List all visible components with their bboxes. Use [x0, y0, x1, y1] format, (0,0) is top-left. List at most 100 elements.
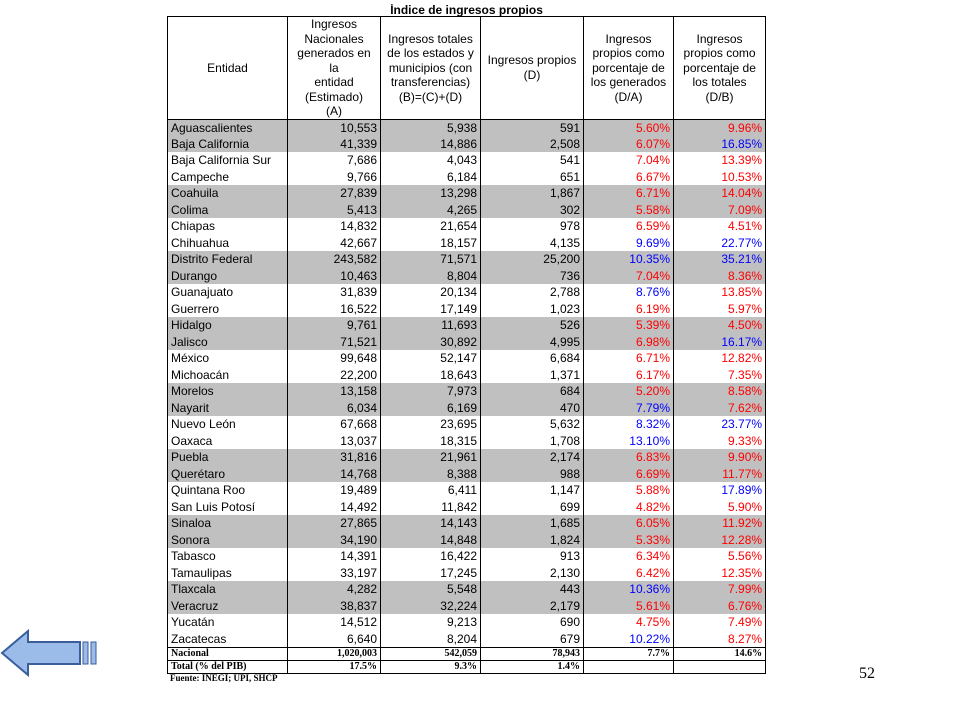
entity-cell: Colima: [167, 201, 288, 218]
table-row: San Luis Potosí 14,492 11,842 699 4.82% 5.90%: [167, 498, 767, 515]
cell: 679: [480, 630, 584, 647]
cell: 5.33%: [583, 531, 674, 548]
back-arrow[interactable]: [0, 628, 98, 678]
cell: 8,204: [380, 630, 481, 647]
cell: 12.28%: [672, 531, 767, 548]
cell: 5.88%: [583, 482, 674, 499]
cell: 736: [480, 267, 584, 284]
cell: 71,571: [380, 251, 481, 268]
cell: 12.82%: [672, 350, 767, 367]
entity-cell: México: [167, 350, 288, 367]
cell: 6.98%: [583, 333, 674, 350]
cell: 5,413: [287, 201, 381, 218]
total-cell: 542,059: [380, 646, 481, 661]
cell: 6.42%: [583, 564, 674, 581]
cell: 23,695: [380, 416, 481, 433]
cell: 32,224: [380, 597, 481, 614]
table-row: Chihuahua 42,667 18,157 4,135 9.69% 22.77%: [167, 234, 767, 251]
table-row: Zacatecas 6,640 8,204 679 10.22% 8.27%: [167, 630, 767, 647]
cell: 23.77%: [672, 416, 767, 433]
cell: 7.35%: [672, 366, 767, 383]
cell: 14,512: [287, 614, 381, 631]
table-row: Campeche 9,766 6,184 651 6.67% 10.53%: [167, 168, 767, 185]
cell: 14.04%: [672, 185, 767, 202]
cell: 6.59%: [583, 218, 674, 235]
cell: 16,422: [380, 548, 481, 565]
cell: 9.90%: [672, 449, 767, 466]
cell: 11,693: [380, 317, 481, 334]
entity-cell: San Luis Potosí: [167, 498, 288, 515]
entity-cell: Aguascalientes: [167, 118, 288, 136]
cell: 16.85%: [672, 135, 767, 152]
cell: 2,508: [480, 135, 584, 152]
cell: 302: [480, 201, 584, 218]
cell: 5.56%: [672, 548, 767, 565]
cell: 19,489: [287, 482, 381, 499]
table-row: Chiapas 14,832 21,654 978 6.59% 4.51%: [167, 218, 767, 235]
table-row: Durango 10,463 8,804 736 7.04% 8.36%: [167, 267, 767, 284]
cell: 6,411: [380, 482, 481, 499]
entity-cell: Zacatecas: [167, 630, 288, 647]
cell: 42,667: [287, 234, 381, 251]
cell: 14,886: [380, 135, 481, 152]
cell: 6.34%: [583, 548, 674, 565]
cell: 6,684: [480, 350, 584, 367]
page-number: 52: [859, 665, 875, 682]
cell: 33,197: [287, 564, 381, 581]
cell: 9,761: [287, 317, 381, 334]
table-title: Índice de ingresos propios: [167, 4, 766, 17]
cell: 6.71%: [583, 185, 674, 202]
cell: 13.10%: [583, 432, 674, 449]
cell: 6.76%: [672, 597, 767, 614]
table-row: Puebla 31,816 21,961 2,174 6.83% 9.90%: [167, 449, 767, 466]
cell: 5.39%: [583, 317, 674, 334]
total-cell: 17.5%: [287, 659, 381, 674]
table-row: Distrito Federal 243,582 71,571 25,200 10.35…: [167, 251, 767, 268]
column-header: Entidad: [167, 16, 288, 120]
cell: 13.39%: [672, 152, 767, 169]
empty-cell: [583, 659, 674, 674]
cell: 34,190: [287, 531, 381, 548]
cell: 5.61%: [583, 597, 674, 614]
table-row: Hidalgo 9,761 11,693 526 5.39% 4.50%: [167, 317, 767, 334]
cell: 684: [480, 383, 584, 400]
entity-cell: Chihuahua: [167, 234, 288, 251]
cell: 27,865: [287, 515, 381, 532]
entity-cell: Campeche: [167, 168, 288, 185]
cell: 12.35%: [672, 564, 767, 581]
cell: 6,034: [287, 399, 381, 416]
cell: 4,995: [480, 333, 584, 350]
column-header: Ingresos propios (D): [480, 16, 584, 120]
entity-cell: Baja California: [167, 135, 288, 152]
cell: 651: [480, 168, 584, 185]
cell: 8.36%: [672, 267, 767, 284]
table-row: Veracruz 38,837 32,224 2,179 5.61% 6.76%: [167, 597, 767, 614]
table-row: Guanajuato 31,839 20,134 2,788 8.76% 13.85%: [167, 284, 767, 301]
total-row: Nacional 1,020,003 542,059 78,943 7.7% 14.6%: [167, 646, 767, 661]
cell: 8,388: [380, 465, 481, 482]
cell: 2,174: [480, 449, 584, 466]
cell: 21,654: [380, 218, 481, 235]
table-row: Coahuila 27,839 13,298 1,867 6.71% 14.04%: [167, 185, 767, 202]
entity-cell: Guerrero: [167, 300, 288, 317]
table-row: Quintana Roo 19,489 6,411 1,147 5.88% 17.89%: [167, 482, 767, 499]
cell: 913: [480, 548, 584, 565]
cell: 20,134: [380, 284, 481, 301]
entity-cell: Baja California Sur: [167, 152, 288, 169]
cell: 6.69%: [583, 465, 674, 482]
table-row: Aguascalientes 10,553 5,938 591 5.60% 9.96%: [167, 118, 767, 136]
cell: 690: [480, 614, 584, 631]
cell: 699: [480, 498, 584, 515]
cell: 25,200: [480, 251, 584, 268]
cell: 16.17%: [672, 333, 767, 350]
cell: 4,043: [380, 152, 481, 169]
entity-cell: Guanajuato: [167, 284, 288, 301]
cell: 31,839: [287, 284, 381, 301]
cell: 10.53%: [672, 168, 767, 185]
table-row: Tamaulipas 33,197 17,245 2,130 6.42% 12.35%: [167, 564, 767, 581]
cell: 13,158: [287, 383, 381, 400]
cell: 1,371: [480, 366, 584, 383]
cell: 18,157: [380, 234, 481, 251]
column-header: Ingresos totales de los estados y munici…: [380, 16, 481, 120]
table-row: Sinaloa 27,865 14,143 1,685 6.05% 11.92%: [167, 515, 767, 532]
